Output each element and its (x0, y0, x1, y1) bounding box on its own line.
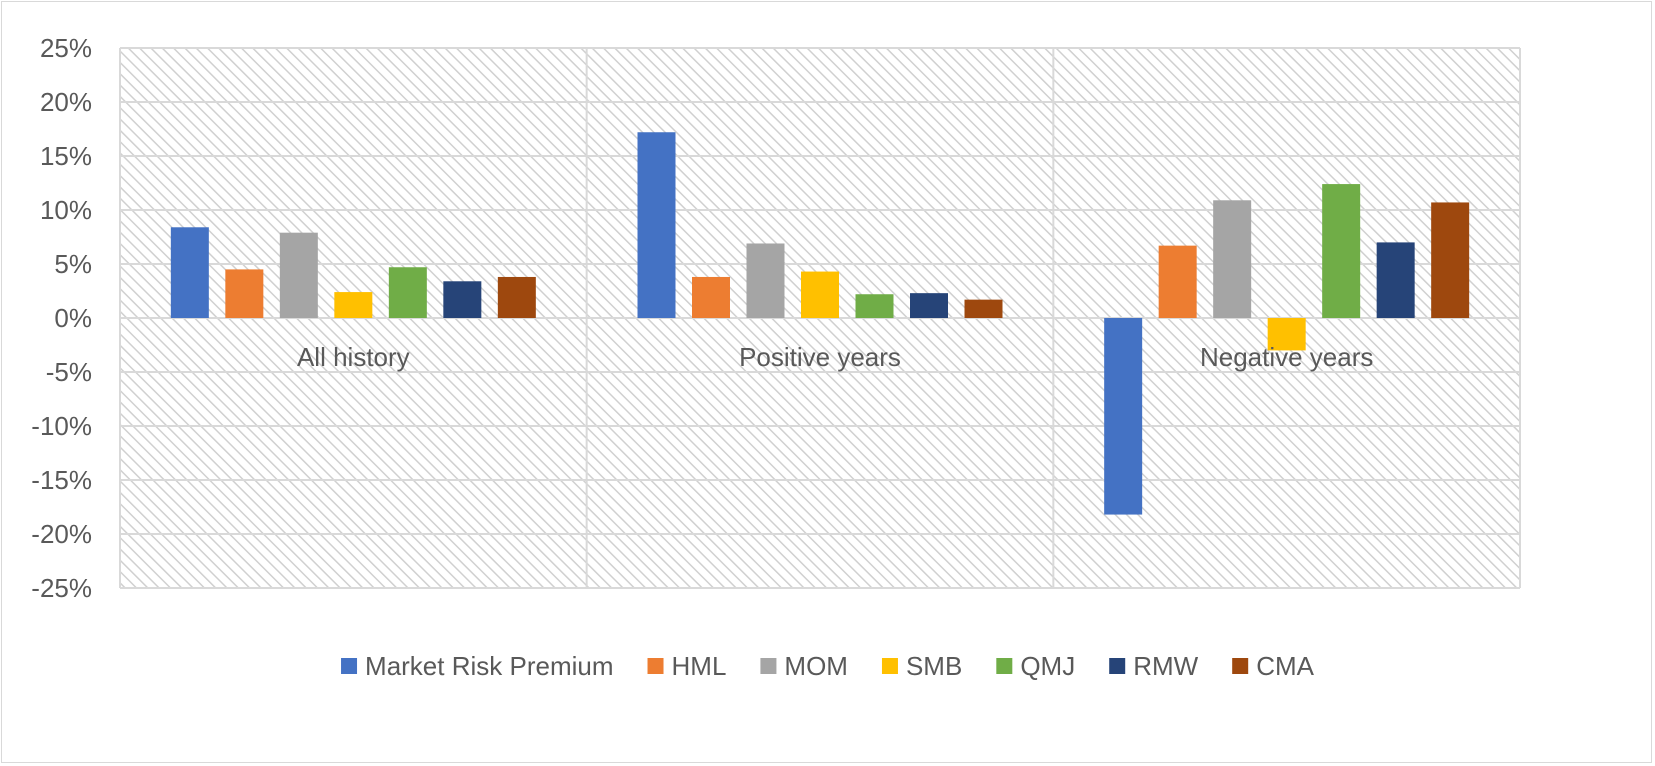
bar-rmw (1376, 242, 1415, 318)
bar-market-risk-premium (1104, 318, 1143, 515)
bar-market-risk-premium (170, 227, 209, 318)
bar-qmj (855, 294, 894, 318)
bar-hml (225, 269, 264, 318)
legend-label: SMB (906, 651, 962, 681)
legend-label: RMW (1133, 651, 1198, 681)
y-tick-label: 25% (40, 33, 92, 63)
legend-swatch (996, 658, 1013, 674)
y-tick-label: 10% (40, 195, 92, 225)
legend-swatch (341, 658, 358, 674)
legend-swatch (760, 658, 777, 674)
y-tick-label: -20% (31, 519, 92, 549)
bar-cma (497, 276, 536, 318)
bar-smb (334, 292, 373, 318)
bar-qmj (388, 267, 427, 318)
bar-smb (801, 271, 839, 318)
category-label: Positive years (739, 342, 901, 372)
legend-label: HML (672, 651, 727, 681)
legend-label: CMA (1256, 651, 1314, 681)
bar-qmj (1322, 184, 1361, 318)
category-label: Negative years (1200, 342, 1373, 372)
legend-swatch (647, 658, 664, 674)
legend-swatch (1232, 658, 1249, 674)
y-tick-label: -15% (31, 465, 92, 495)
category-label: All history (297, 342, 410, 372)
bar-cma (964, 299, 1003, 318)
y-tick-label: -5% (46, 357, 92, 387)
bar-market-risk-premium (637, 132, 676, 318)
y-tick-label: 15% (40, 141, 92, 171)
bar-cma (1431, 202, 1470, 318)
bar-rmw (910, 293, 948, 318)
bar-mom (1213, 200, 1252, 318)
legend-swatch (881, 658, 898, 674)
bar-mom (746, 243, 785, 318)
bar-smb (1267, 318, 1306, 351)
y-tick-label: 5% (54, 249, 92, 279)
bar-mom (279, 232, 318, 318)
legend-swatch (1109, 658, 1126, 674)
legend-label: QMJ (1020, 651, 1075, 681)
y-tick-label: 20% (40, 87, 92, 117)
y-tick-label: -10% (31, 411, 92, 441)
bar-rmw (443, 281, 482, 318)
bar-hml (1158, 245, 1197, 318)
y-tick-label: -25% (31, 573, 92, 603)
bar-hml (692, 276, 730, 318)
legend-label: Market Risk Premium (365, 651, 613, 681)
y-tick-label: 0% (54, 303, 92, 333)
legend-label: MOM (784, 651, 848, 681)
